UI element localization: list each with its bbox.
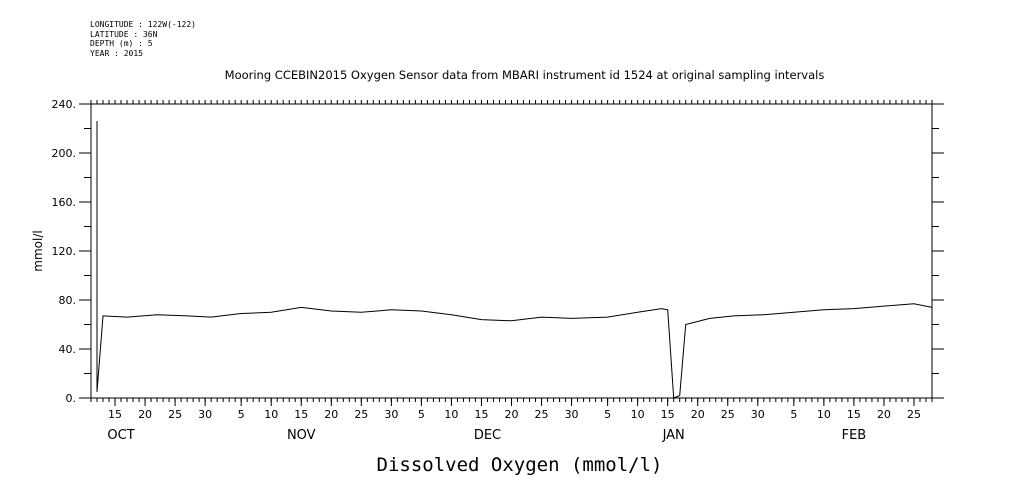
y-tick-label: 240. bbox=[52, 98, 77, 111]
y-axis-label: mmol/l bbox=[31, 230, 45, 271]
x-tick-label: 15 bbox=[474, 408, 488, 421]
y-tick-label: 200. bbox=[52, 147, 77, 160]
y-axis: 0. 40. 80. 120. 160. 200. 240. bbox=[52, 98, 944, 405]
x-axis-title: Dissolved Oxygen (mmol/l) bbox=[376, 454, 663, 476]
chart-title: Mooring CCEBIN2015 Oxygen Sensor data fr… bbox=[224, 68, 825, 82]
x-tick-label: 25 bbox=[907, 408, 921, 421]
x-tick-label: 25 bbox=[354, 408, 368, 421]
x-tick-label: 15 bbox=[847, 408, 861, 421]
x-tick-label: 20 bbox=[505, 408, 519, 421]
x-tick-label: 15 bbox=[108, 408, 122, 421]
x-tick-label: 30 bbox=[384, 408, 398, 421]
x-axis: 15 20 25 30 5 10 15 20 25 30 5 10 15 20 25 30 5 10 15 20 25 3… bbox=[90, 100, 933, 421]
x-tick-label: 10 bbox=[444, 408, 458, 421]
x-tick-label: 10 bbox=[264, 408, 278, 421]
y-tick-label: 160. bbox=[52, 196, 77, 209]
month-label: DEC bbox=[474, 428, 501, 443]
x-tick-label: 10 bbox=[631, 408, 645, 421]
x-tick-label: 20 bbox=[877, 408, 891, 421]
x-tick-label: 25 bbox=[721, 408, 735, 421]
x-tick-label: 10 bbox=[817, 408, 831, 421]
mooring-metadata: LONGITUDE : 122W(-122) LATITUDE : 36N DE… bbox=[90, 20, 196, 58]
x-tick-label: 25 bbox=[535, 408, 549, 421]
x-tick-label: 20 bbox=[691, 408, 705, 421]
x-tick-label: 30 bbox=[198, 408, 212, 421]
x-tick-label: 30 bbox=[565, 408, 579, 421]
longitude-text: LONGITUDE : 122W(-122) bbox=[90, 20, 196, 29]
x-tick-label: 25 bbox=[168, 408, 182, 421]
x-tick-label: 30 bbox=[751, 408, 765, 421]
x-tick-label: 5 bbox=[418, 408, 425, 421]
depth-text: DEPTH (m) : 5 bbox=[90, 39, 153, 48]
x-tick-label: 5 bbox=[790, 408, 797, 421]
month-label: OCT bbox=[107, 428, 134, 443]
month-label: FEB bbox=[842, 428, 867, 443]
y-tick-label: 40. bbox=[59, 343, 77, 356]
latitude-text: LATITUDE : 36N bbox=[90, 29, 158, 39]
month-labels: OCT NOV DEC JAN FEB bbox=[107, 428, 866, 443]
year-text: YEAR : 2015 bbox=[90, 48, 143, 58]
dissolved-oxygen-series bbox=[96, 121, 933, 399]
x-tick-label: 5 bbox=[604, 408, 611, 421]
y-tick-label: 120. bbox=[52, 245, 77, 258]
plot-frame bbox=[90, 103, 933, 399]
x-tick-label: 20 bbox=[138, 408, 152, 421]
x-tick-label: 5 bbox=[238, 408, 245, 421]
month-label: NOV bbox=[287, 428, 316, 443]
x-tick-label: 15 bbox=[661, 408, 675, 421]
y-tick-label: 80. bbox=[59, 294, 77, 307]
y-tick-label: 0. bbox=[66, 392, 77, 405]
x-tick-label: 15 bbox=[294, 408, 308, 421]
month-label: JAN bbox=[662, 428, 685, 443]
x-tick-label: 20 bbox=[324, 408, 338, 421]
